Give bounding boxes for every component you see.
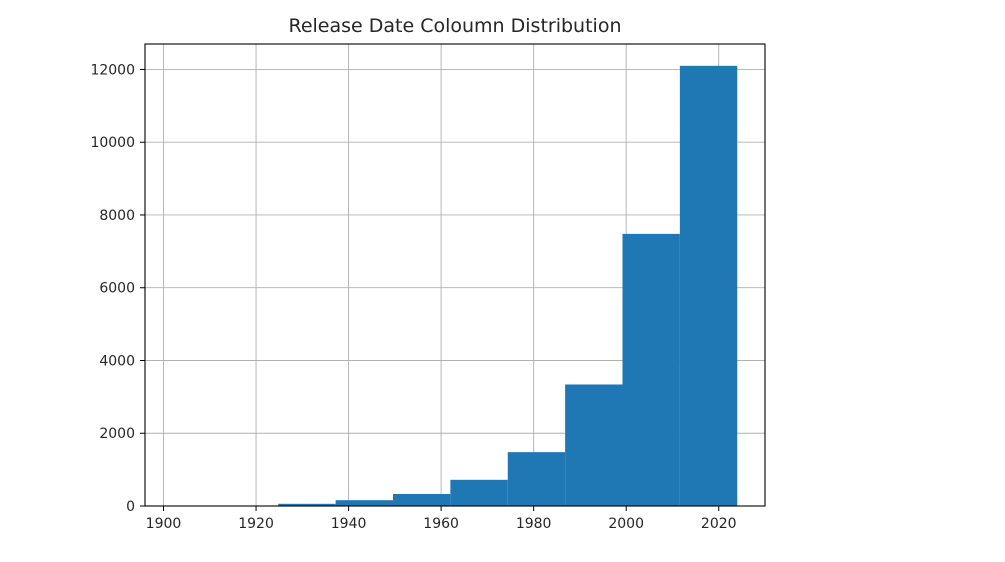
y-tick-label: 8000 (99, 208, 135, 224)
x-tick-label: 1940 (331, 516, 367, 532)
y-tick-label: 12000 (90, 62, 135, 78)
histogram-bar (450, 479, 508, 506)
histogram-bar (393, 493, 451, 506)
plot-frame (144, 43, 766, 507)
y-tick-label: 0 (126, 499, 135, 515)
histogram-bar (565, 384, 623, 506)
x-tick-label: 1900 (146, 516, 182, 532)
x-tick-label: 1920 (238, 516, 274, 532)
x-tick-label: 1980 (516, 516, 552, 532)
bars (163, 65, 738, 506)
y-axis: 0 2000 4000 6000 8000 10000 12000 (90, 62, 145, 515)
x-tick-label: 1960 (423, 516, 459, 532)
x-tick-label: 2000 (608, 516, 644, 532)
y-tick-label: 2000 (99, 426, 135, 442)
histogram-bar (278, 503, 336, 506)
y-tick-label: 6000 (99, 281, 135, 297)
histogram-bar (679, 65, 738, 506)
y-tick-label: 10000 (90, 135, 135, 151)
x-axis: 1900 1920 1940 1960 1980 2000 2020 (146, 506, 737, 532)
y-tick-label: 4000 (99, 353, 135, 369)
histogram-bar (335, 500, 393, 506)
histogram-bar (507, 452, 566, 506)
x-tick-label: 2020 (701, 516, 737, 532)
chart-title: Release Date Coloumn Distribution (288, 15, 621, 37)
histogram-bar (622, 233, 680, 506)
